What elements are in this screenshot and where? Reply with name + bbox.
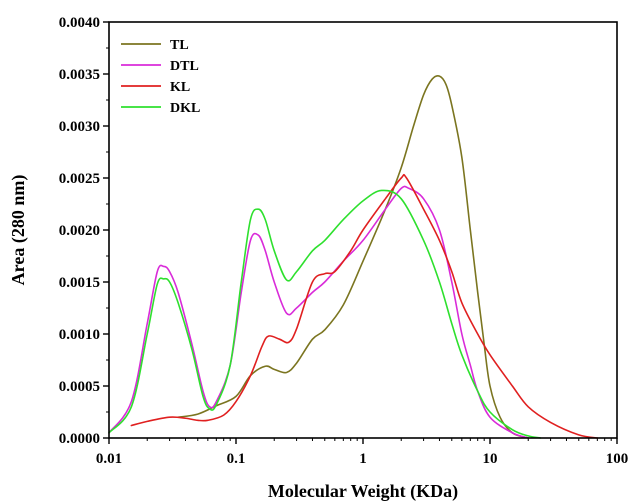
plot-frame [108, 21, 618, 439]
y-tick-label: 0.0000 [59, 431, 100, 447]
x-tick-label: 10 [483, 451, 498, 467]
y-tick-label: 0.0030 [59, 119, 100, 135]
legend-label-dkl: DKL [170, 101, 200, 116]
y-tick-label: 0.0040 [59, 15, 100, 31]
y-axis-ticks: 0.0000 0.0005 0.0010 0.0015 0.0020 0.0025 0.00… [59, 15, 109, 447]
y-tick-label: 0.0025 [59, 171, 100, 187]
x-axis-ticks: 0.01 0.1 1 10 100 [96, 438, 628, 467]
x-tick-label: 100 [606, 451, 629, 467]
y-tick-label: 0.0015 [59, 275, 100, 291]
legend-label-tl: TL [170, 38, 189, 53]
legend: TL DTL KL DKL [121, 38, 200, 116]
x-tick-label: 0.01 [96, 451, 122, 467]
y-tick-label: 0.0035 [59, 67, 100, 83]
y-axis-title: Area (280 nm) [8, 175, 29, 286]
series-line-dtl [108, 185, 530, 439]
series-lines [108, 74, 599, 439]
y-tick-label: 0.0005 [59, 379, 100, 395]
y-tick-label: 0.0010 [59, 327, 100, 343]
series-line-tl [177, 74, 530, 439]
legend-label-dtl: DTL [170, 59, 199, 74]
x-axis-title: Molecular Weight (KDa) [268, 481, 458, 502]
series-line-kl [130, 173, 599, 439]
y-tick-label: 0.0020 [59, 223, 100, 239]
x-tick-label: 0.1 [227, 451, 246, 467]
legend-label-kl: KL [170, 80, 190, 95]
x-tick-label: 1 [359, 451, 367, 467]
series-line-dkl [108, 189, 542, 439]
